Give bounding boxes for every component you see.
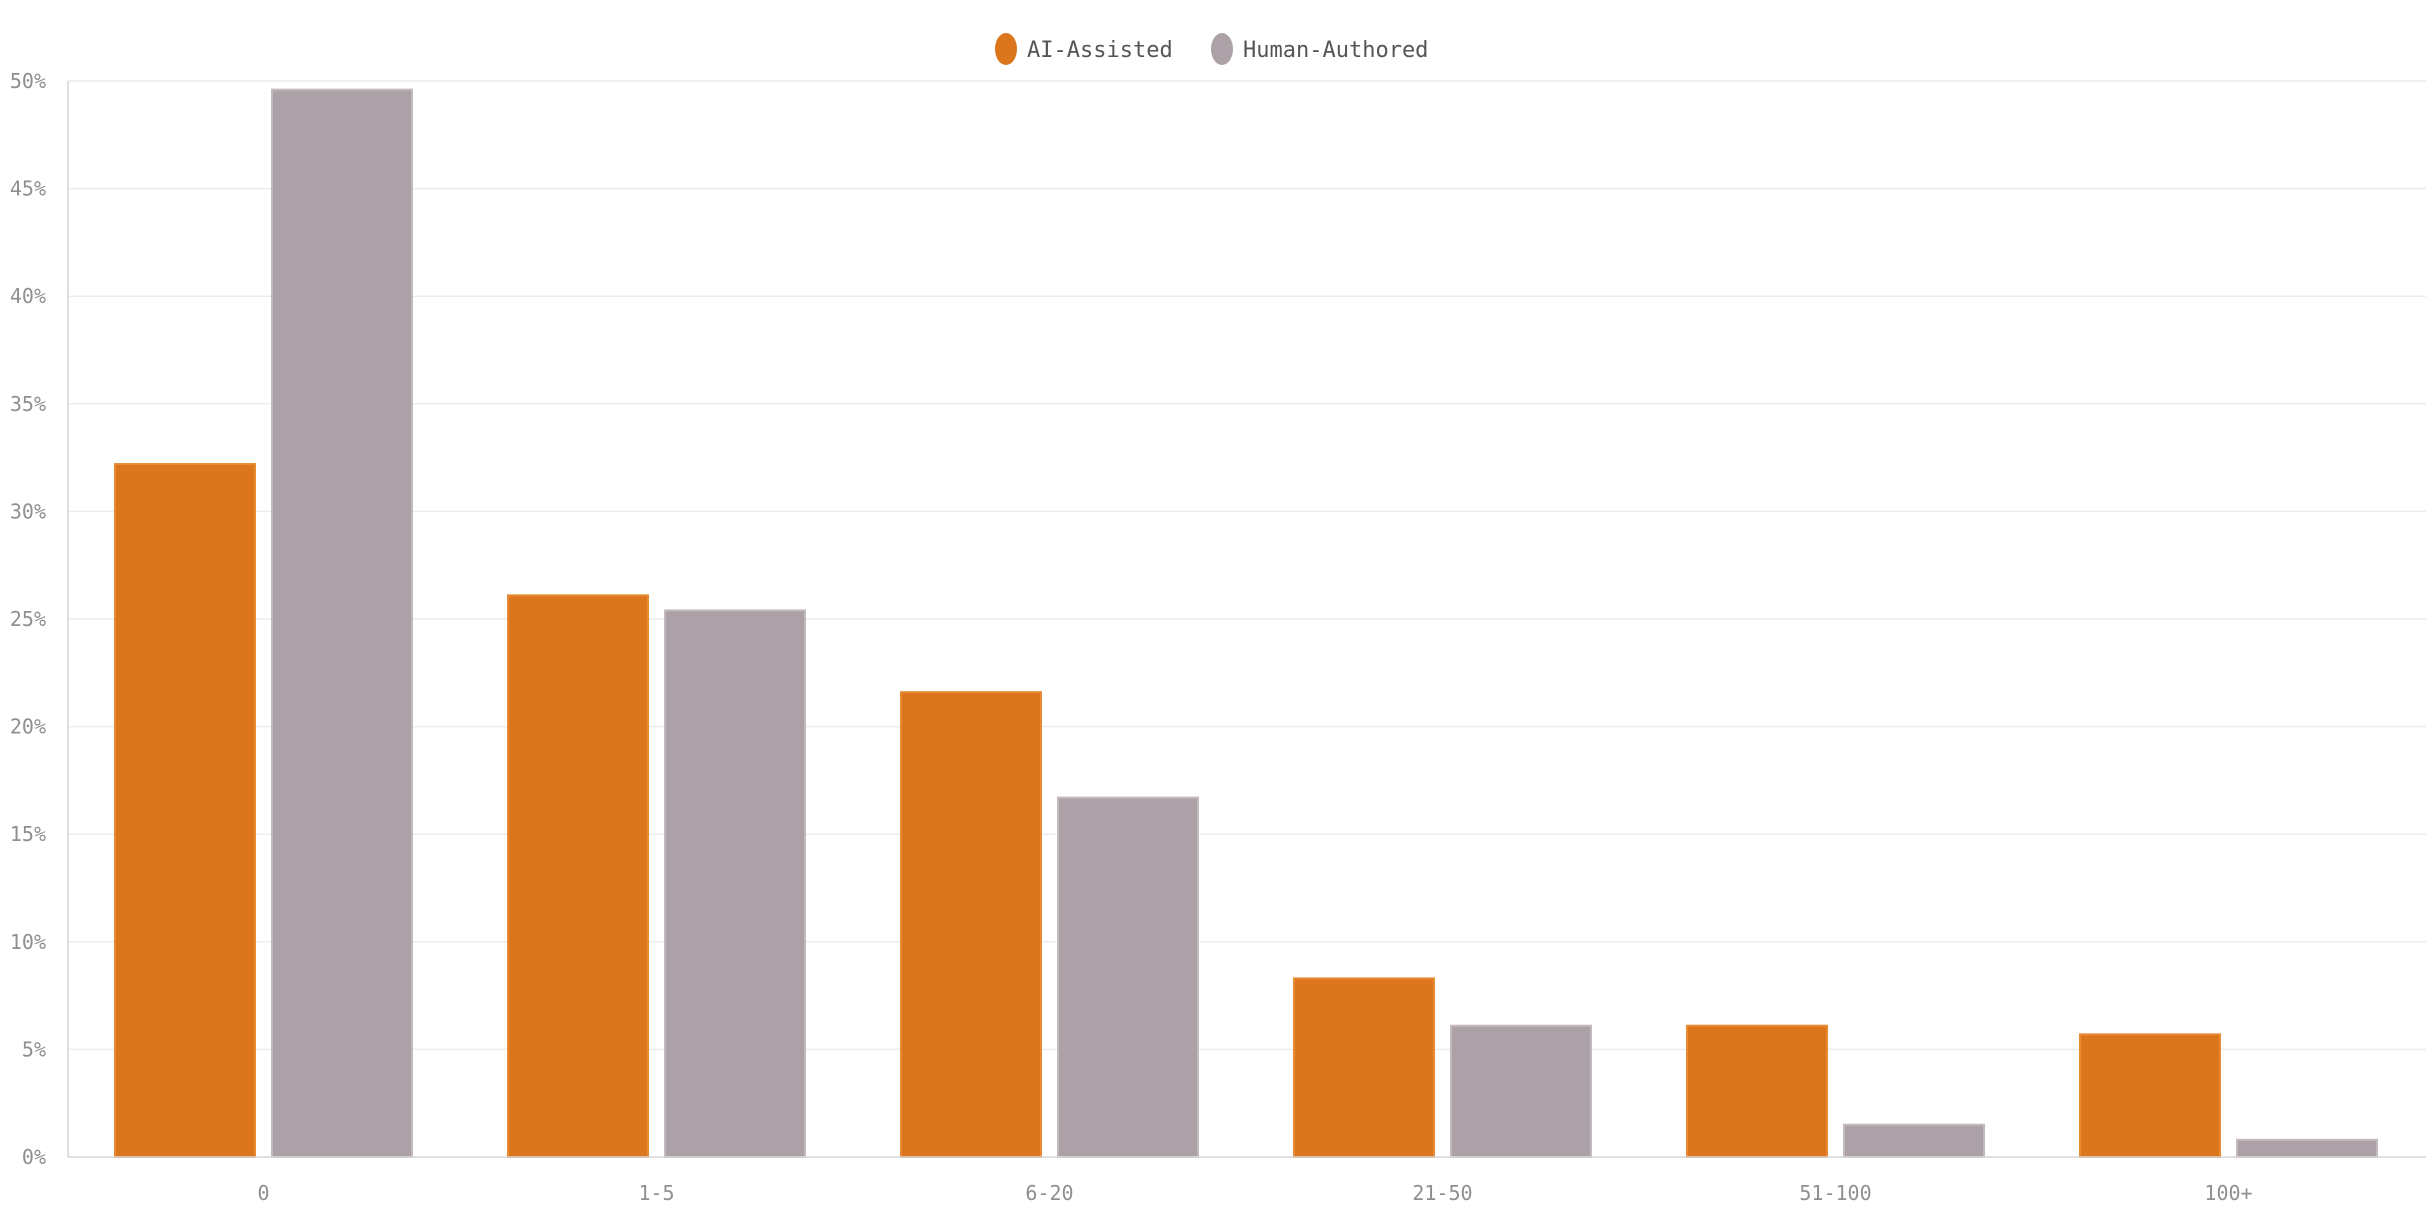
gridlines xyxy=(68,80,2426,1051)
bar-human-authored xyxy=(271,88,413,1158)
x-tick-label: 6-20 xyxy=(1025,1181,1073,1205)
bar-ai-assisted xyxy=(900,691,1042,1159)
bar-ai-assisted xyxy=(2079,1033,2221,1159)
bar-ai-assisted xyxy=(114,463,256,1158)
legend-label-ai-assisted: AI-Assisted xyxy=(1027,38,1173,63)
y-tick-label: 50% xyxy=(10,69,46,93)
bar-ai-assisted xyxy=(1686,1024,1828,1159)
bar-human-authored xyxy=(1450,1024,1592,1159)
y-tick-label: 10% xyxy=(10,930,46,954)
y-tick-label: 30% xyxy=(10,499,46,523)
x-tick-label: 0 xyxy=(257,1181,269,1205)
bars xyxy=(114,88,2378,1159)
bar-ai-assisted xyxy=(507,594,649,1158)
y-tick-label: 40% xyxy=(10,284,46,308)
bar-human-authored xyxy=(2236,1138,2378,1159)
axes: 0% 5% 10% 15% 20% 25% 30% 35% 40% 45% 50% 0 1-5 6-20 2… xyxy=(10,69,2426,1205)
x-tick-label: 1-5 xyxy=(638,1181,674,1205)
y-tick-label: 35% xyxy=(10,392,46,416)
bar-human-authored xyxy=(1057,796,1199,1159)
y-tick-label: 20% xyxy=(10,715,46,739)
y-tick-label: 25% xyxy=(10,607,46,631)
x-tick-label: 21-50 xyxy=(1412,1181,1472,1205)
y-tick-label: 15% xyxy=(10,822,46,846)
legend: AI-Assisted Human-Authored xyxy=(995,33,1428,65)
y-tick-label: 45% xyxy=(10,177,46,201)
legend-swatch-human-authored xyxy=(1211,33,1233,65)
bar-ai-assisted xyxy=(1293,977,1435,1158)
y-tick-label: 0% xyxy=(22,1145,46,1169)
x-tick-label: 100+ xyxy=(2204,1181,2252,1205)
legend-label-human-authored: Human-Authored xyxy=(1243,38,1428,63)
x-tick-label: 51-100 xyxy=(1799,1181,1871,1205)
y-tick-label: 5% xyxy=(22,1037,46,1061)
bar-human-authored xyxy=(1843,1123,1985,1158)
bar-human-authored xyxy=(664,609,806,1158)
legend-swatch-ai-assisted xyxy=(995,33,1017,65)
